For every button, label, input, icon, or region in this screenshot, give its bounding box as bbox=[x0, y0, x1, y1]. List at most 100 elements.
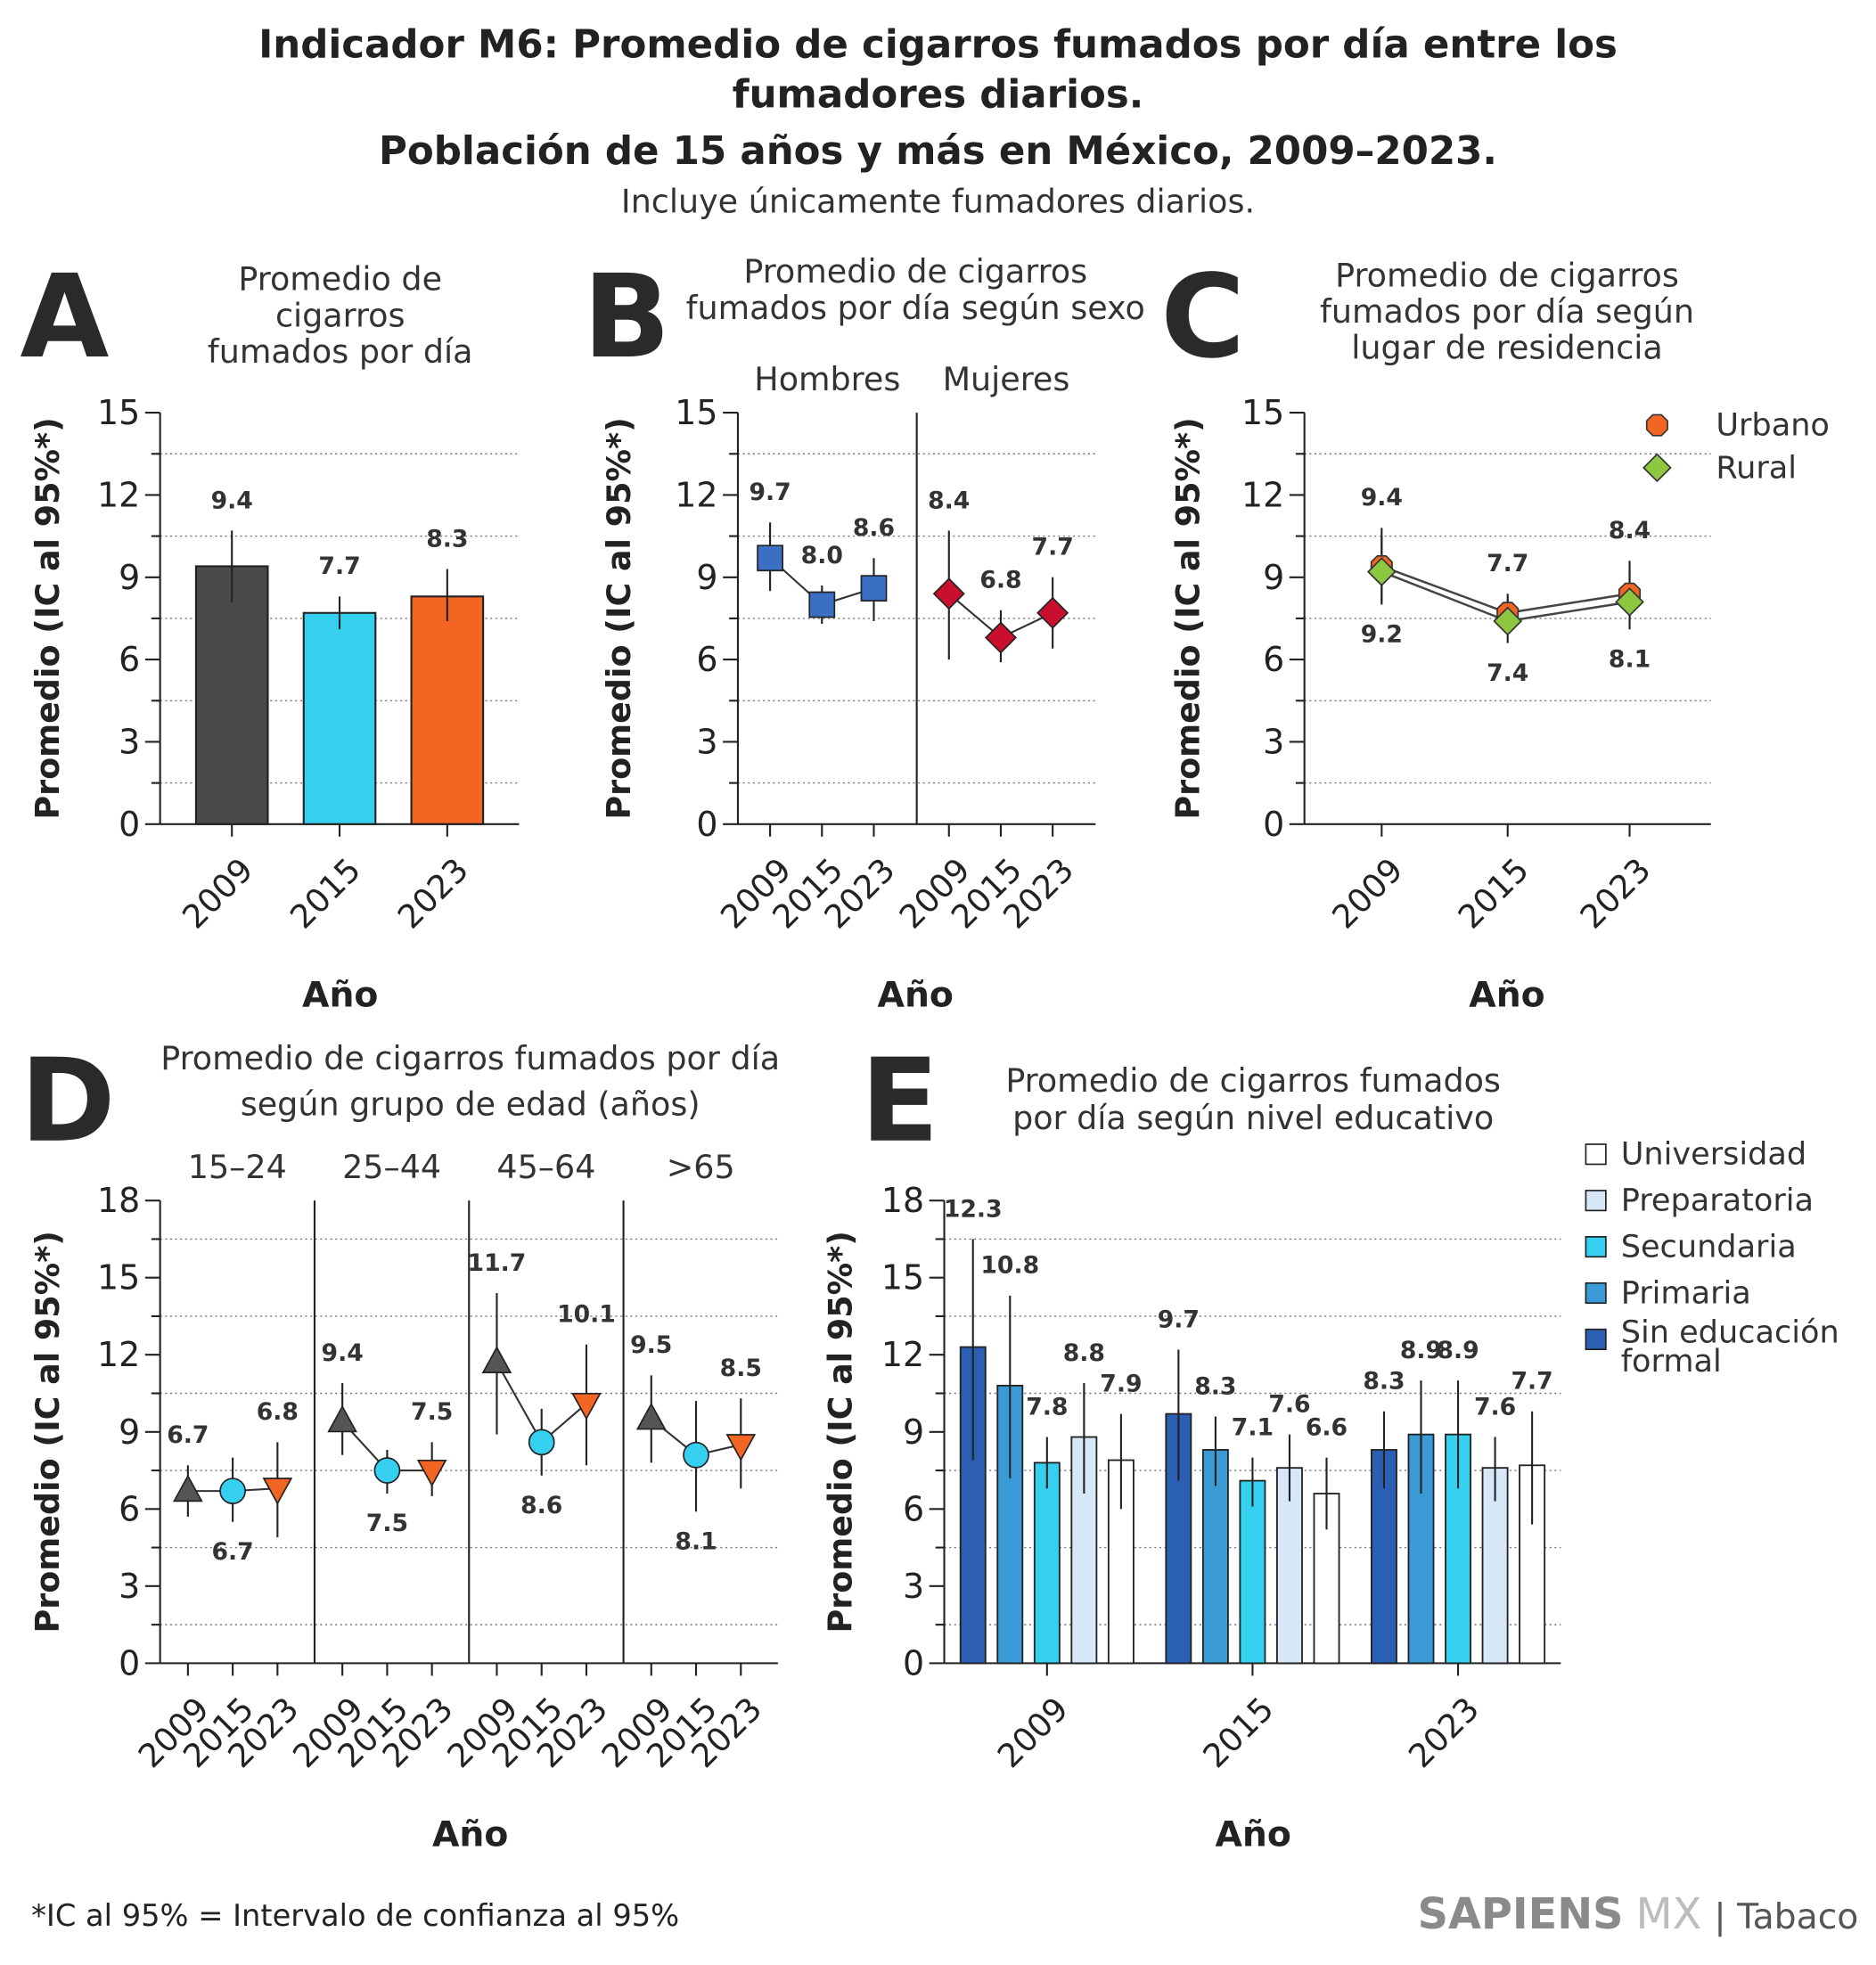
point bbox=[984, 621, 1017, 654]
x-tick-label: 2023 bbox=[1401, 1690, 1487, 1775]
panel-title: fumados por día según bbox=[1320, 292, 1694, 331]
data-label: 7.7 bbox=[1511, 1368, 1552, 1396]
y-tick-label: 0 bbox=[119, 805, 140, 844]
brand-suffix: MX bbox=[1636, 1890, 1702, 1939]
point bbox=[262, 1478, 293, 1505]
y-tick-label: 3 bbox=[119, 722, 140, 761]
data-label: 6.7 bbox=[167, 1421, 209, 1449]
panel-title: Promedio de cigarros bbox=[743, 252, 1087, 291]
main-title: fumadores diarios. bbox=[733, 73, 1144, 118]
data-label: 8.0 bbox=[801, 542, 843, 569]
point bbox=[1615, 587, 1644, 617]
data-label: 8.6 bbox=[853, 514, 895, 542]
panel-title: según grupo de edad (años) bbox=[241, 1085, 700, 1124]
point bbox=[481, 1346, 512, 1373]
data-label: 8.3 bbox=[1194, 1372, 1236, 1400]
y-tick-label: 3 bbox=[903, 1567, 924, 1606]
y-axis-label: Promedio (IC al 95%*) bbox=[600, 417, 638, 819]
data-label: 7.9 bbox=[1100, 1370, 1142, 1397]
brand: SAPIENS MX | Tabaco bbox=[1418, 1890, 1859, 1939]
panel-letter: E bbox=[860, 1035, 938, 1168]
y-tick-label: 6 bbox=[903, 1489, 924, 1528]
legend-label: Secundaria bbox=[1621, 1229, 1797, 1265]
legend-swatch bbox=[1585, 1236, 1607, 1258]
y-tick-label: 6 bbox=[119, 640, 140, 679]
data-label: 6.7 bbox=[211, 1538, 253, 1566]
data-label: 8.9 bbox=[1437, 1337, 1479, 1364]
y-tick-label: 3 bbox=[1263, 722, 1284, 761]
data-label: 7.5 bbox=[366, 1510, 408, 1537]
data-label: 8.1 bbox=[1609, 645, 1651, 673]
point bbox=[932, 577, 965, 610]
legend-label: Sin educación formal bbox=[1621, 1314, 1849, 1379]
point bbox=[683, 1441, 709, 1469]
point bbox=[757, 544, 783, 572]
data-label: 7.7 bbox=[1487, 550, 1528, 577]
x-tick-label: 2023 bbox=[390, 850, 476, 936]
x-axis-label: Año bbox=[302, 976, 378, 1016]
brand-section: | Tabaco bbox=[1714, 1897, 1858, 1937]
x-tick-label: 2009 bbox=[1324, 850, 1410, 936]
y-tick-label: 9 bbox=[119, 1412, 140, 1452]
point bbox=[219, 1478, 246, 1504]
y-tick-label: 12 bbox=[881, 1335, 924, 1374]
data-label: 9.4 bbox=[322, 1339, 364, 1367]
y-tick-label: 18 bbox=[881, 1181, 924, 1220]
y-axis-label: Promedio (IC al 95%*) bbox=[29, 1231, 67, 1633]
y-tick-label: 12 bbox=[97, 475, 140, 514]
y-tick-label: 15 bbox=[881, 1258, 924, 1298]
footnote: *IC al 95% = Intervalo de confianza al 9… bbox=[31, 1898, 679, 1933]
y-axis-label: Promedio (IC al 95%*) bbox=[29, 417, 67, 819]
panel-title: Promedio de cigarros fumados por día bbox=[160, 1039, 780, 1077]
bar bbox=[1033, 1461, 1061, 1665]
bar bbox=[1239, 1479, 1266, 1665]
data-label: 7.1 bbox=[1232, 1413, 1274, 1441]
bar bbox=[410, 595, 485, 825]
x-axis-label: Año bbox=[432, 1814, 508, 1854]
y-tick-label: 6 bbox=[1263, 640, 1284, 679]
data-label: 9.7 bbox=[1158, 1306, 1200, 1333]
data-label: 7.8 bbox=[1026, 1393, 1068, 1421]
data-label: 6.6 bbox=[1306, 1413, 1348, 1441]
panel-letter: D bbox=[20, 1035, 115, 1168]
y-axis-label: Promedio (IC al 95%*) bbox=[822, 1231, 860, 1633]
main-title: Población de 15 años y más en México, 20… bbox=[379, 129, 1497, 174]
data-label: 7.6 bbox=[1268, 1390, 1310, 1418]
y-tick-label: 15 bbox=[97, 1258, 140, 1298]
y-tick-label: 0 bbox=[1263, 805, 1284, 844]
y-tick-label: 18 bbox=[97, 1181, 140, 1220]
group-name: 45–64 bbox=[496, 1148, 595, 1186]
legend-label: Universidad bbox=[1621, 1136, 1806, 1173]
point bbox=[172, 1474, 203, 1502]
x-tick-label: 2009 bbox=[175, 850, 260, 936]
data-label: 9.7 bbox=[749, 479, 791, 506]
panel-title: Promedio de cigarros bbox=[1335, 256, 1679, 294]
group-name: Hombres bbox=[754, 360, 900, 398]
y-tick-label: 9 bbox=[903, 1412, 924, 1452]
point bbox=[571, 1392, 602, 1421]
legend-swatch bbox=[1585, 1190, 1607, 1212]
y-tick-label: 6 bbox=[696, 640, 717, 679]
panel-title: fumados por día según sexo bbox=[686, 289, 1145, 327]
x-tick-label: 2023 bbox=[1573, 850, 1659, 936]
point bbox=[327, 1404, 358, 1433]
legend-label: Rural bbox=[1716, 449, 1797, 486]
x-tick-label: 2015 bbox=[1195, 1690, 1281, 1775]
legend-swatch bbox=[1585, 1328, 1607, 1350]
panel-title: cigarros bbox=[275, 296, 406, 334]
data-label: 6.8 bbox=[979, 567, 1021, 594]
y-tick-label: 6 bbox=[119, 1489, 140, 1528]
group-name: >65 bbox=[667, 1148, 735, 1186]
data-label: 12.3 bbox=[944, 1195, 1003, 1223]
panel-letter: C bbox=[1160, 250, 1245, 384]
data-label: 10.8 bbox=[980, 1252, 1039, 1280]
legend-label: Preparatoria bbox=[1621, 1183, 1814, 1219]
data-label: 7.7 bbox=[1032, 534, 1074, 561]
data-label: 8.8 bbox=[1063, 1339, 1105, 1367]
data-label: 8.4 bbox=[1609, 517, 1651, 544]
data-label: 7.5 bbox=[411, 1398, 453, 1426]
panel-letter: A bbox=[20, 250, 109, 384]
y-tick-label: 15 bbox=[675, 393, 717, 432]
legend-label: Primaria bbox=[1621, 1275, 1751, 1312]
y-tick-label: 12 bbox=[1241, 475, 1284, 514]
